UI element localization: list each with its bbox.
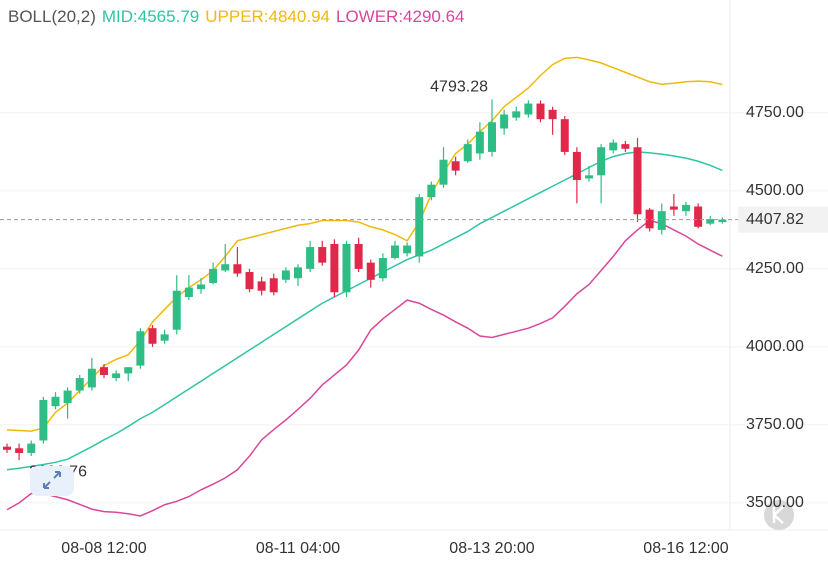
candle-body <box>63 390 72 404</box>
candle-body <box>585 175 593 179</box>
candle-body <box>197 284 205 290</box>
max-label: 4793.28 <box>430 79 488 96</box>
candle-body <box>378 257 387 279</box>
x-tick-label: 08-13 20:00 <box>449 540 535 557</box>
indicator-name: BOLL(20,2) <box>8 7 96 26</box>
candle-body <box>475 131 484 154</box>
candle-body <box>184 287 193 297</box>
candle-body <box>512 111 521 118</box>
candle-body <box>548 109 557 120</box>
candle-body <box>257 281 266 291</box>
candle-body <box>124 367 133 374</box>
candle-body <box>524 103 533 115</box>
candle-body <box>657 211 666 230</box>
x-tick-label: 08-08 12:00 <box>61 540 147 557</box>
y-tick-label: 3500.00 <box>746 494 804 511</box>
candle-body <box>306 247 315 269</box>
candle-body <box>427 184 436 198</box>
candle-body <box>87 368 96 388</box>
candle-body <box>718 219 727 223</box>
price-tag <box>738 206 828 233</box>
candle-body <box>112 373 121 379</box>
candle-body <box>633 147 642 215</box>
candle-body <box>366 262 375 280</box>
candle-body <box>536 103 545 120</box>
candle-body <box>463 144 472 162</box>
y-tick-label: 4250.00 <box>746 260 804 277</box>
candle-body <box>609 142 618 151</box>
candle-body <box>488 122 496 152</box>
price-label: 4407.82 <box>746 211 804 228</box>
candle-body <box>221 264 230 271</box>
candle-body <box>342 243 351 293</box>
candle-body <box>209 268 218 283</box>
candle-body <box>500 114 509 129</box>
candle-body <box>572 151 581 180</box>
candle-body <box>669 206 678 210</box>
overlay: 4793.283636.764407.82 <box>0 79 828 480</box>
candle-body <box>75 378 84 391</box>
candle-body <box>694 206 703 227</box>
candle-body <box>27 443 36 453</box>
candle-body <box>233 264 242 274</box>
candle-body <box>294 267 302 279</box>
candle-body <box>706 218 715 224</box>
legend-entry: UPPER:4840.94 <box>205 7 330 26</box>
candle-body <box>560 119 569 152</box>
x-tick-label: 08-11 04:00 <box>256 540 340 557</box>
band-line <box>6 219 723 517</box>
band-line <box>6 56 723 432</box>
candle-body <box>100 367 108 375</box>
y-tick-label: 3750.00 <box>746 416 804 433</box>
candle-body <box>330 243 339 293</box>
candle-body <box>403 245 412 254</box>
watermark-logo <box>764 500 794 530</box>
candle-body <box>160 334 169 341</box>
candle-body <box>318 247 327 263</box>
candle-body <box>51 396 60 407</box>
candles <box>3 99 727 461</box>
y-tick-label: 4750.00 <box>746 104 804 121</box>
candle-body <box>439 159 448 185</box>
legend: BOLL(20,2) MID:4565.79 UPPER:4840.94 LOWER:… <box>8 7 465 26</box>
legend-entry: MID:4565.79 <box>102 7 199 26</box>
candle-body <box>148 328 157 344</box>
y-tick-label: 4500.00 <box>746 182 804 199</box>
expand-button[interactable] <box>30 466 74 496</box>
candle-body <box>645 209 654 229</box>
candle-body <box>172 290 181 330</box>
candle-body <box>682 204 690 212</box>
candle-body <box>3 446 11 450</box>
candle-body <box>354 243 363 269</box>
legend-entry: LOWER:4290.64 <box>336 7 465 26</box>
y-tick-label: 4000.00 <box>746 338 804 355</box>
x-tick-label: 08-16 12:00 <box>643 540 729 557</box>
candle-body <box>15 448 24 453</box>
candle-body <box>136 331 145 366</box>
candle-body <box>39 399 48 441</box>
candle-body <box>269 278 278 293</box>
candle-body <box>281 270 290 280</box>
candle-body <box>621 144 630 149</box>
candle-body <box>597 147 606 176</box>
candle-body <box>245 272 254 290</box>
candle-body <box>415 197 424 257</box>
candle-body <box>451 161 460 171</box>
candle-body <box>391 245 399 258</box>
